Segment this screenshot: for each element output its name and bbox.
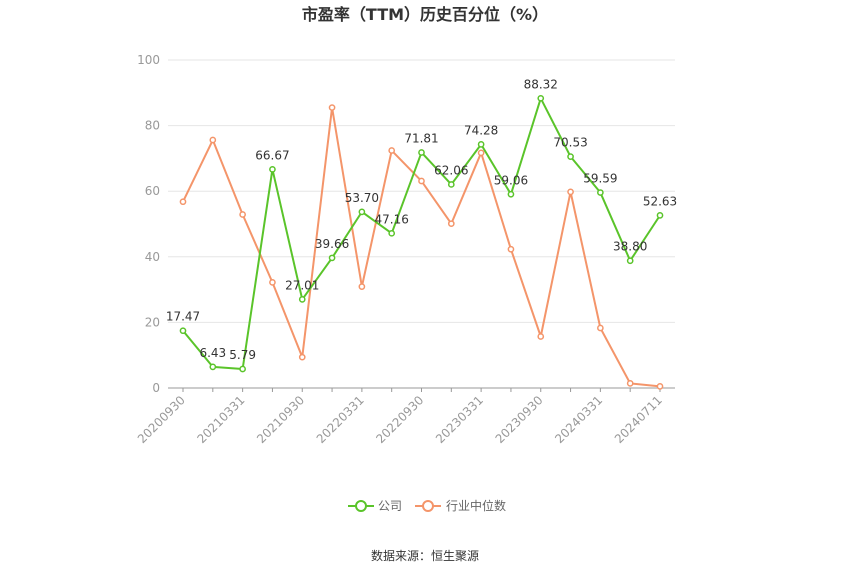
- data-point: [507, 245, 515, 253]
- y-tick-label: 80: [145, 119, 160, 133]
- data-point: [418, 177, 425, 185]
- data-point: [537, 94, 545, 102]
- source-note: 数据来源：恒生聚源: [371, 548, 479, 563]
- data-point: [388, 229, 396, 237]
- data-label: 52.63: [643, 194, 677, 208]
- x-tick-label: 20240331: [552, 393, 605, 446]
- data-point: [626, 380, 634, 387]
- data-label: 59.06: [494, 173, 528, 187]
- data-point: [447, 181, 455, 188]
- legend-label: 公司: [378, 499, 402, 513]
- legend-item[interactable]: 公司: [348, 499, 402, 513]
- data-point: [597, 189, 604, 196]
- data-point: [269, 279, 276, 286]
- data-point: [567, 188, 574, 196]
- x-tick-label: 20230331: [433, 393, 486, 446]
- data-point: [239, 211, 246, 218]
- data-point: [209, 136, 217, 144]
- data-label: 53.70: [345, 191, 379, 205]
- y-tick-label: 20: [145, 315, 160, 329]
- x-tick-label: 20230930: [493, 393, 546, 446]
- data-point: [328, 254, 336, 262]
- data-label: 66.67: [255, 148, 289, 162]
- data-point: [567, 153, 574, 161]
- series-layer: [179, 94, 664, 390]
- legend-marker: [355, 500, 367, 512]
- grid-lines: [168, 59, 675, 323]
- data-point: [537, 333, 545, 340]
- y-tick-label: 100: [137, 53, 160, 67]
- data-labels: 17.47 6.43 5.79 66.67 27.01 39.66 53.70 47.16 71…: [166, 77, 677, 362]
- data-label: 27.01: [285, 278, 319, 292]
- data-point: [418, 149, 425, 156]
- y-tick-label: 0: [152, 381, 160, 395]
- data-point: [388, 147, 396, 154]
- y-tick-label: 60: [145, 184, 160, 198]
- data-point: [477, 149, 485, 157]
- data-point: [328, 104, 336, 111]
- chart-title: 市盈率（TTM）历史百分位（%）: [302, 5, 548, 24]
- y-axis: 0 20 40 60 80 100: [137, 53, 160, 395]
- x-tick-label: 20210331: [194, 393, 247, 446]
- x-tick-label: 20220331: [314, 393, 367, 446]
- legend-marker: [422, 500, 434, 512]
- data-label: 38.80: [613, 240, 647, 254]
- data-point: [626, 257, 634, 265]
- data-point: [656, 383, 664, 390]
- data-label: 71.81: [404, 131, 438, 145]
- data-point: [656, 212, 664, 219]
- legend-item[interactable]: 行业中位数: [415, 498, 506, 513]
- data-point: [298, 296, 306, 303]
- data-label: 70.53: [553, 136, 587, 150]
- data-label: 17.47: [166, 310, 200, 324]
- data-point: [358, 283, 366, 290]
- legend-label: 行业中位数: [446, 498, 506, 513]
- data-label: 74.28: [464, 123, 498, 137]
- data-point: [298, 353, 306, 361]
- x-tick-label: 20210930: [254, 393, 307, 446]
- data-point: [209, 363, 217, 371]
- x-tick-label: 20240711: [612, 393, 665, 446]
- legend[interactable]: 公司 行业中位数: [348, 498, 506, 513]
- data-point: [239, 365, 246, 373]
- data-point: [597, 324, 604, 332]
- data-point: [358, 208, 366, 216]
- data-point: [447, 220, 455, 228]
- x-axis: 20200930 20210331 20210930 20220331 20220930…: [135, 387, 675, 446]
- data-point: [507, 190, 515, 198]
- data-label: 5.79: [229, 348, 256, 362]
- data-label: 88.32: [524, 77, 558, 91]
- y-tick-label: 40: [145, 250, 160, 264]
- data-label: 6.43: [199, 346, 226, 360]
- data-label: 62.06: [434, 163, 468, 177]
- x-tick-label: 20220930: [373, 393, 426, 446]
- data-point: [477, 141, 485, 148]
- data-point: [269, 165, 276, 173]
- x-tick-label: 20200930: [135, 393, 188, 446]
- data-point: [179, 198, 187, 206]
- data-point: [179, 327, 187, 335]
- data-label: 47.16: [375, 212, 409, 226]
- data-label: 59.59: [583, 172, 617, 186]
- data-label: 39.66: [315, 237, 349, 251]
